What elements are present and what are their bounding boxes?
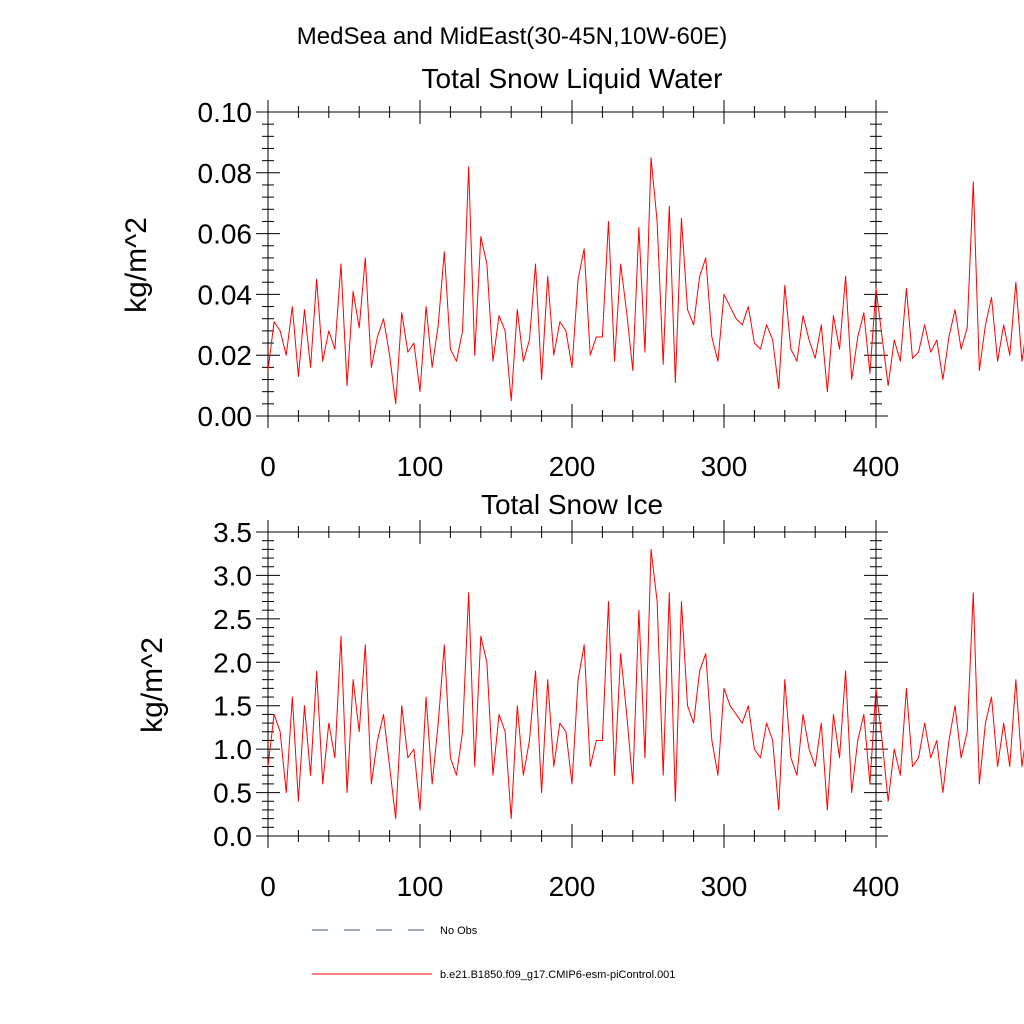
- chart-title: Total Snow Liquid Water: [422, 63, 723, 94]
- y-tick-label: 0.02: [198, 340, 253, 371]
- y-tick-label: 0.5: [213, 778, 252, 809]
- axis-ticks: [256, 520, 888, 848]
- y-tick-label: 3.5: [213, 517, 252, 548]
- series-line: [267, 157, 1024, 405]
- chart-panel-snow-liquid-water: Total Snow Liquid Water kg/m^2 0.000.020…: [120, 63, 1024, 482]
- series-line: [267, 548, 1024, 820]
- y-tick-label: 1.0: [213, 734, 252, 765]
- x-tick-labels: 0 100 200 300 400: [260, 451, 899, 482]
- y-tick-label: 0.00: [198, 401, 253, 432]
- x-tick-label: 300: [701, 451, 748, 482]
- y-tick-labels: 0.0 0.5 1.0 1.5 2.0 2.5 3.0 3.5: [213, 517, 252, 852]
- y-tick-label: 0.04: [198, 279, 253, 310]
- x-tick-label: 0: [260, 451, 276, 482]
- x-tick-label: 200: [549, 451, 596, 482]
- legend-label: No Obs: [440, 925, 478, 937]
- x-tick-label: 100: [397, 451, 444, 482]
- figure-title: MedSea and MidEast(30-45N,10W-60E): [297, 23, 727, 50]
- y-axis-label: kg/m^2: [136, 637, 169, 733]
- y-tick-label: 0.06: [198, 219, 253, 250]
- y-tick-label: 0.0: [213, 821, 252, 852]
- plot-frame: [267, 111, 877, 417]
- legend-label: b.e21.B1850.f09_g17.CMIP6-esm-piControl.…: [440, 969, 675, 981]
- x-tick-label: 0: [260, 871, 276, 902]
- axis-ticks: [256, 100, 888, 428]
- y-tick-label: 0.08: [198, 158, 253, 189]
- y-tick-label: 0.10: [198, 97, 253, 128]
- x-tick-labels: 0 100 200 300 400: [260, 871, 899, 902]
- legend-entry-model: b.e21.B1850.f09_g17.CMIP6-esm-piControl.…: [312, 969, 675, 981]
- y-tick-label: 3.0: [213, 560, 252, 591]
- y-tick-label: 2.5: [213, 604, 252, 635]
- legend-entry-no-obs: No Obs: [312, 925, 478, 937]
- chart-title: Total Snow Ice: [481, 489, 663, 520]
- x-tick-label: 400: [853, 871, 900, 902]
- x-tick-label: 100: [397, 871, 444, 902]
- legend: No Obs b.e21.B1850.f09_g17.CMIP6-esm-piC…: [312, 925, 675, 981]
- y-tick-label: 2.0: [213, 647, 252, 678]
- y-axis-label: kg/m^2: [120, 217, 153, 313]
- x-tick-label: 200: [549, 871, 596, 902]
- x-tick-label: 300: [701, 871, 748, 902]
- y-tick-labels: 0.00 0.02 0.04 0.06 0.08 0.10: [198, 97, 253, 432]
- chart-panel-snow-ice: Total Snow Ice kg/m^2 0.0 0.5 1.0 1.5 2.0 2.5…: [136, 489, 1024, 902]
- x-tick-label: 400: [853, 451, 900, 482]
- y-tick-label: 1.5: [213, 691, 252, 722]
